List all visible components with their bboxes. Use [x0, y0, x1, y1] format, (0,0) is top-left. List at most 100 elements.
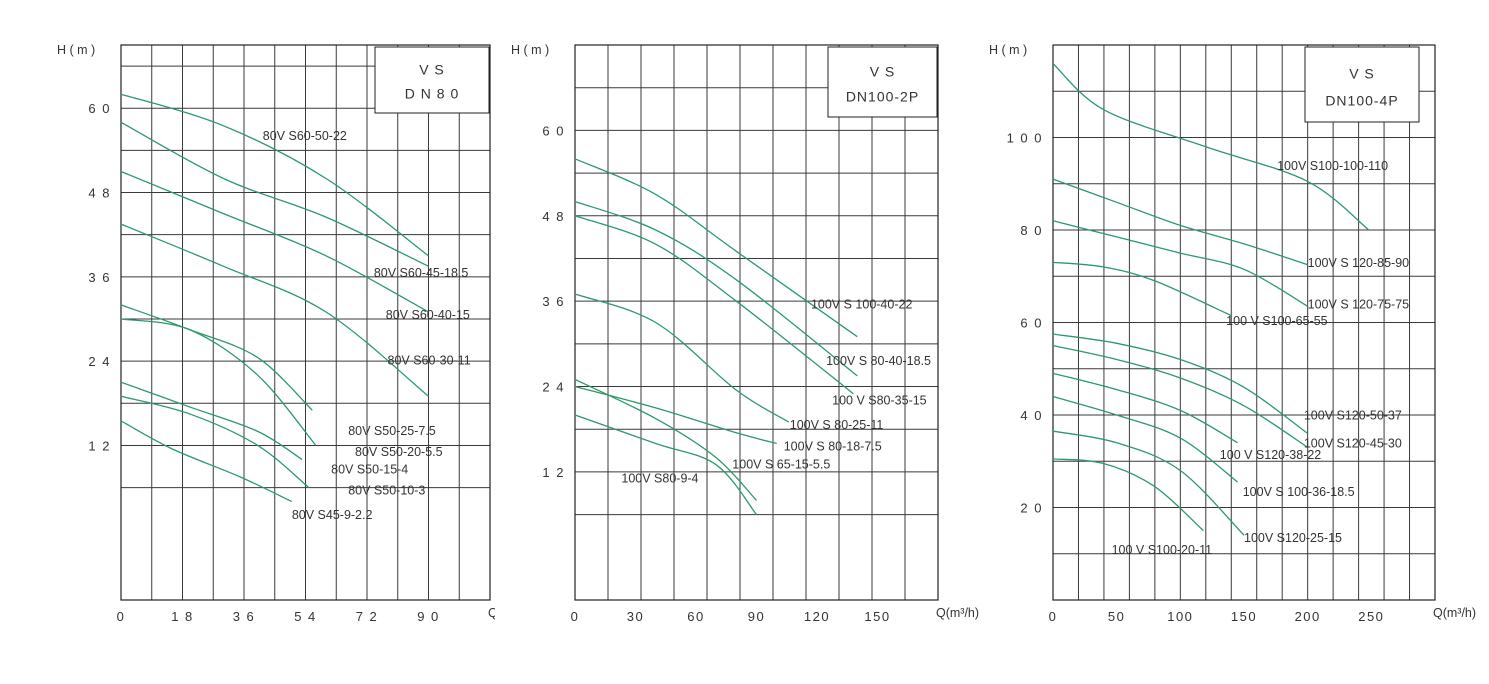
y-tick-label: 6 0: [1020, 316, 1043, 331]
curve-label: 100V S 120-75-75: [1308, 298, 1410, 312]
y-tick-label: 4 8: [88, 186, 111, 201]
horizontal-gridlines: [1053, 90, 1435, 555]
y-tick-label: 1 0 0: [1007, 131, 1043, 146]
series-box-line-1: V S: [1349, 66, 1375, 82]
pump-curve: [120, 223, 429, 397]
x-tick-label: 250: [1358, 609, 1384, 624]
plot-frame: [1052, 44, 1436, 601]
pump-curve: [1052, 430, 1245, 536]
pump-curve-chart-dn100-2p: 1 2 2 4 3 6 4 8 6 0 0 30 60 90 120 150 H ( m ) Q(m³/…: [495, 0, 990, 684]
curve-label: 100V S100-100-110: [1277, 159, 1388, 173]
x-axis-label: Q(m³/h): [1433, 606, 1476, 620]
curve-label: 100 V S80-35-15: [832, 393, 927, 407]
vertical-gridlines: [151, 45, 460, 600]
x-tick-label: 120: [804, 609, 830, 624]
series-box-line-2: DN100-4P: [1325, 93, 1398, 109]
curve-label: 100V S 120-85-90: [1308, 256, 1410, 270]
pump-curve: [1052, 395, 1238, 483]
pump-curve: [574, 200, 858, 377]
pump-curve: [1052, 178, 1308, 266]
x-tick-label: 150: [864, 609, 890, 624]
pump-curve: [120, 170, 429, 313]
plot-frame: [574, 44, 939, 601]
x-tick-label: 0: [571, 609, 580, 624]
curve-label: 100V S 80-18-7.5: [784, 440, 882, 454]
y-tick-label: 2 0: [1020, 501, 1043, 516]
pump-curve: [1052, 220, 1309, 307]
series-box: [1304, 46, 1420, 123]
pump-curve: [1052, 458, 1204, 532]
series-box-line-1: V S: [870, 63, 896, 79]
x-tick-label: 1 8: [171, 609, 194, 624]
chart-svg-dn80: 1 2 2 4 3 6 4 8 6 0 0 1 8 3 6 5 4 7 2 9 0 H ( m ) Q(…: [57, 43, 531, 624]
pump-curve: [574, 414, 758, 516]
curve-label: 80V S60-40-15: [386, 308, 470, 322]
pump-curves: [1052, 63, 1370, 536]
series-box: [374, 46, 490, 114]
y-axis-label: H ( m ): [511, 43, 549, 57]
x-tick-label: 30: [627, 609, 644, 624]
curve-label: 100V S 80-40-18.5: [826, 354, 931, 368]
y-tick-label: 6 0: [542, 123, 565, 138]
vertical-gridlines: [607, 45, 906, 600]
y-tick-label: 8 0: [1020, 223, 1043, 238]
pump-curves: [120, 93, 429, 503]
pump-curve: [574, 215, 854, 395]
x-axis-label: Q(m³/h): [936, 606, 979, 620]
curve-label: 100V S 65-15-5.5: [732, 457, 830, 471]
curve-label: 80V S60-50-22: [263, 129, 347, 143]
horizontal-gridlines: [575, 87, 938, 516]
x-tick-label: 100: [1167, 609, 1193, 624]
curve-label: 100V S 100-36-18.5: [1243, 485, 1355, 499]
pump-curve: [1052, 261, 1232, 317]
pump-curve: [120, 121, 429, 267]
x-tick-label: 0: [117, 609, 126, 624]
y-tick-label: 1 2: [88, 438, 111, 453]
y-tick-label: 2 4: [542, 380, 565, 395]
pump-curve: [1052, 63, 1370, 231]
pump-curve: [120, 93, 429, 257]
x-tick-label: 5 4: [294, 609, 317, 624]
pump-curve: [574, 385, 777, 445]
series-box-line-1: V S: [419, 62, 445, 78]
pump-curve: [120, 318, 317, 446]
y-tick-label: 2 4: [88, 354, 111, 369]
curve-label: 100 V S120-38-22: [1220, 448, 1322, 462]
x-tick-label: 7 2: [356, 609, 379, 624]
pump-curve: [1052, 333, 1309, 435]
curve-label: 80V S50-25-7.5: [348, 424, 436, 438]
y-tick-label: 3 6: [542, 294, 565, 309]
curve-label: 100V S120-25-15: [1244, 531, 1342, 545]
curve-label: 80V S50-10-3: [348, 484, 425, 498]
x-tick-label: 0: [1049, 609, 1058, 624]
pump-curve: [574, 158, 858, 338]
curve-label: 80V S50-15-4: [331, 463, 408, 477]
pump-curve: [120, 381, 303, 461]
pump-curve: [120, 304, 313, 411]
curve-label: 80V S60-45-18.5: [374, 266, 469, 280]
y-tick-label: 1 2: [542, 465, 565, 480]
pump-curve: [1052, 344, 1309, 448]
curve-label: 80V S45-9-2.2: [292, 508, 373, 522]
pump-curves: [574, 158, 858, 516]
curve-label: 100V S 100-40-22: [811, 297, 913, 311]
chart-svg-dn100-2p: 1 2 2 4 3 6 4 8 6 0 0 30 60 90 120 150 H ( m ) Q(m³/…: [511, 43, 979, 624]
curve-label: 100V S120-50-37: [1304, 409, 1402, 423]
x-tick-label: 150: [1231, 609, 1257, 624]
pump-curve: [1052, 372, 1238, 444]
y-tick-label: 4 0: [1020, 408, 1043, 423]
curve-label: 100 V S100-65-55: [1226, 314, 1328, 328]
y-tick-label: 6 0: [88, 101, 111, 116]
pump-curve: [120, 395, 310, 489]
x-tick-label: 60: [687, 609, 704, 624]
series-box-line-2: DN100-2P: [846, 89, 919, 105]
y-axis-label: H ( m ): [57, 43, 95, 57]
x-tick-label: 90: [748, 609, 765, 624]
plot-frame: [120, 44, 491, 601]
y-tick-label: 4 8: [542, 209, 565, 224]
curve-label: 100V S 80-25-11: [790, 418, 884, 432]
x-tick-label: 3 6: [233, 609, 256, 624]
curve-label: 80V S60-30-11: [388, 354, 471, 368]
curve-label: 80V S50-20-5.5: [355, 445, 443, 459]
curve-label: 100V S80-9-4: [621, 472, 698, 486]
